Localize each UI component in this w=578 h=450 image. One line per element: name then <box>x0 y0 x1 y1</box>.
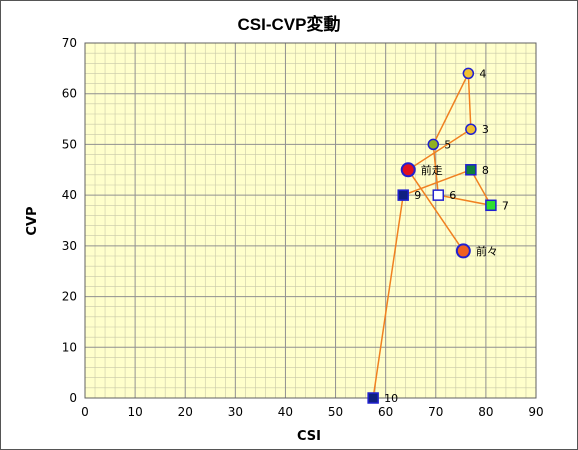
y-tick-label: 20 <box>62 290 77 304</box>
y-tick-label: 10 <box>62 340 77 354</box>
x-tick-label: 30 <box>228 405 243 419</box>
y-tick-label: 70 <box>62 36 77 50</box>
data-point-marker <box>367 392 379 404</box>
y-tick-label: 50 <box>62 137 77 151</box>
x-tick-label: 50 <box>328 405 343 419</box>
plot-border <box>84 42 537 399</box>
data-point-label: 6 <box>449 189 456 202</box>
plot-area <box>85 43 536 398</box>
data-point-label: 3 <box>482 123 489 136</box>
x-tick-label: 60 <box>378 405 393 419</box>
data-point-label: 前々 <box>476 244 498 258</box>
data-point-marker <box>485 199 497 212</box>
data-point-label: 8 <box>482 164 489 177</box>
x-tick-label: 70 <box>428 405 443 419</box>
data-point-marker <box>455 243 471 259</box>
path-line <box>372 73 493 399</box>
chart-title: CSI-CVP変動 <box>237 15 341 34</box>
y-tick-label: 30 <box>62 239 77 253</box>
data-point-label: 前走 <box>421 163 443 177</box>
data-point-marker <box>427 138 440 151</box>
x-axis-label: CSI <box>297 429 321 444</box>
x-tick-label: 80 <box>478 405 493 419</box>
data-point-label: 10 <box>384 392 398 405</box>
data-point-label: 9 <box>414 189 421 202</box>
x-tick-label: 40 <box>278 405 293 419</box>
data-point-marker <box>400 162 416 178</box>
y-tick-label: 40 <box>62 188 77 202</box>
data-point-marker <box>397 189 409 201</box>
data-point-label: 7 <box>502 199 509 212</box>
data-point-marker <box>465 164 477 176</box>
data-point-label: 4 <box>479 67 486 80</box>
data-point-label: 5 <box>444 138 451 151</box>
y-tick-label: 60 <box>62 87 77 101</box>
x-tick-label: 10 <box>127 405 142 419</box>
y-tick-label: 0 <box>69 391 77 405</box>
x-tick-label: 20 <box>178 405 193 419</box>
x-tick-label: 90 <box>528 405 543 419</box>
data-point-marker <box>465 123 477 135</box>
data-point-marker <box>432 189 445 201</box>
y-axis-label: CVP <box>25 206 40 235</box>
x-tick-label: 0 <box>81 405 89 419</box>
data-point-marker <box>462 67 475 80</box>
